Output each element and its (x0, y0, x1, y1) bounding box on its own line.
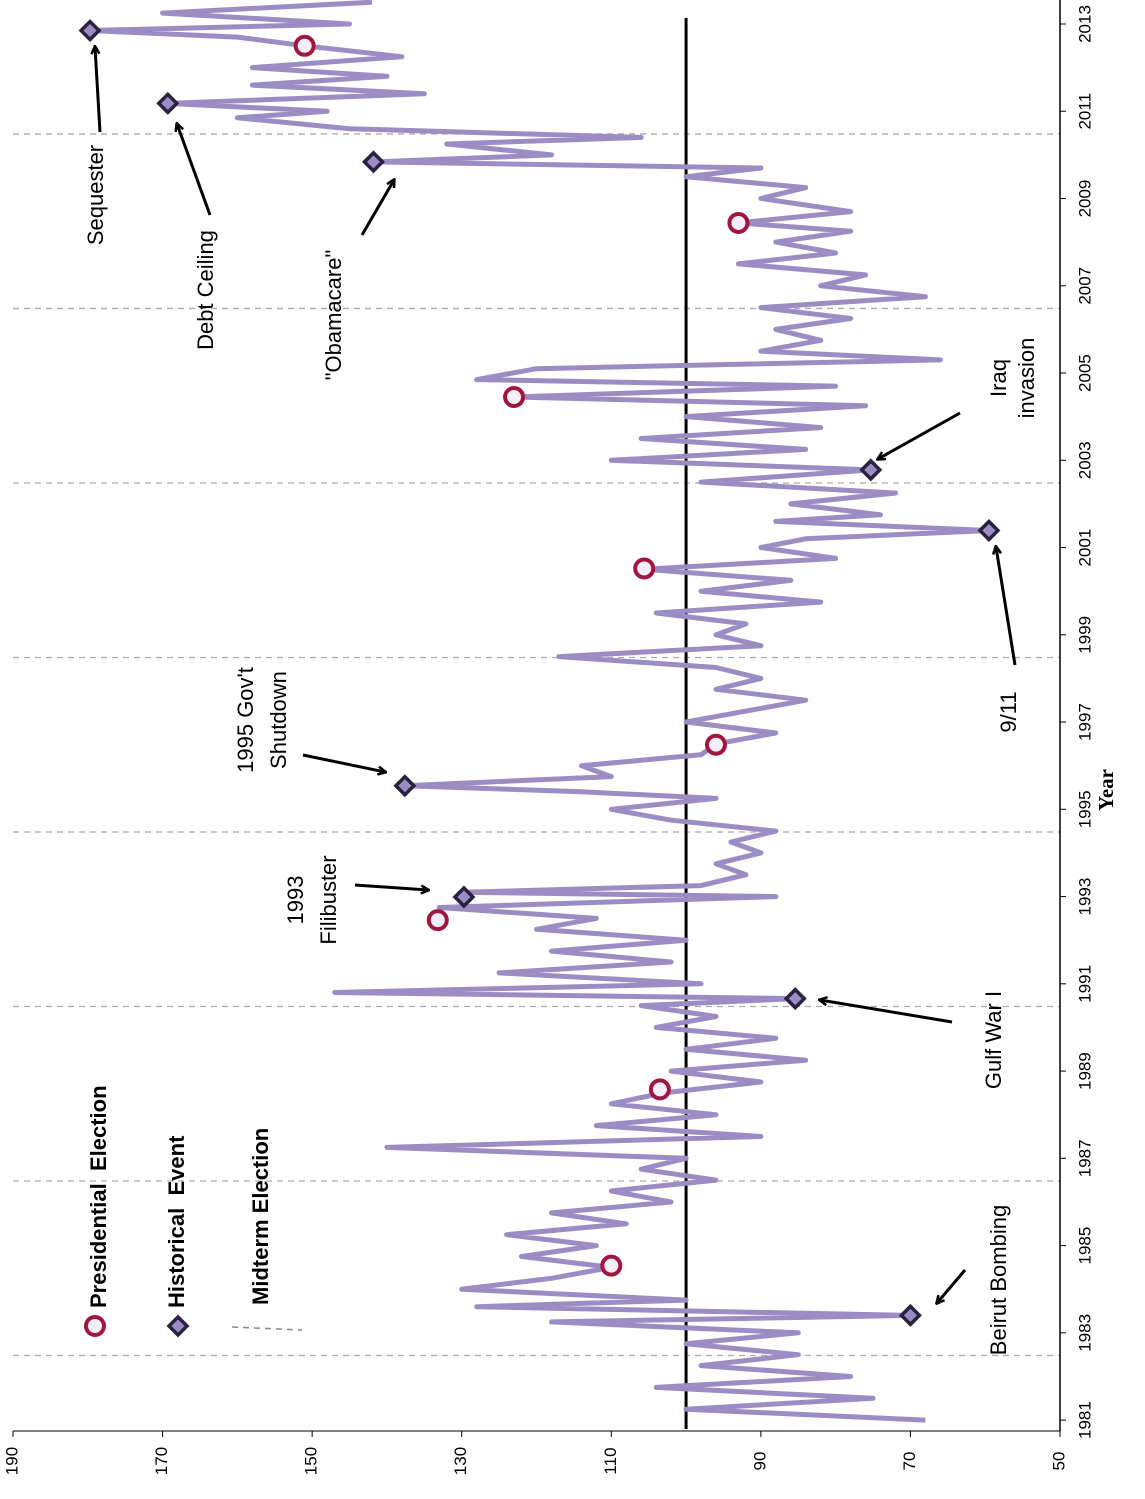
x-tick-label: 1991 (1075, 965, 1094, 1003)
election-marker (293, 34, 316, 57)
legend-marker (84, 1315, 106, 1337)
event-marker (977, 519, 1001, 542)
annotation: "Obamacare" (321, 250, 346, 381)
annotation-arrow (95, 47, 102, 133)
annotation: Sequester (83, 145, 108, 245)
annotation: 9/11 (996, 691, 1021, 732)
annotation-arrow (360, 180, 394, 236)
x-tick-label: 1985 (1075, 1227, 1094, 1265)
legend-marker (231, 1326, 303, 1331)
annotation-arrow (354, 883, 428, 890)
x-tick-label: 2009 (1075, 180, 1094, 218)
annotation-arrow (302, 753, 385, 772)
annotation: 1993 (283, 876, 308, 925)
x-tick-label: 1983 (1075, 1314, 1094, 1352)
x-tick-label: 1997 (1075, 703, 1094, 741)
election-marker (503, 386, 526, 409)
y-tick-label: 190 (2, 1447, 21, 1475)
y-tick-label: 130 (451, 1447, 470, 1475)
series-line (87, 0, 992, 1423)
annotation: Debt Ceiling (193, 230, 218, 350)
event-marker (859, 458, 883, 482)
x-tick-label: 1981 (1075, 1401, 1094, 1439)
election-marker (648, 1078, 671, 1101)
annotation-arrow (996, 547, 1017, 666)
annotation: invasion (1014, 338, 1039, 419)
annotation: Gulf War I (981, 991, 1006, 1089)
x-tick-label: 1987 (1075, 1139, 1094, 1177)
y-tick-label: 110 (601, 1447, 620, 1474)
annotation: Shutdown (266, 671, 291, 769)
y-tick-label: 170 (152, 1447, 171, 1475)
election-marker (426, 909, 449, 932)
y-tick-label: 150 (302, 1447, 321, 1475)
event-marker (898, 1303, 922, 1327)
x-tick-label: 2011 (1075, 93, 1094, 130)
annotation: Filibuster (316, 855, 341, 944)
event-marker (361, 150, 385, 174)
annotation: 1995 Gov't (233, 667, 258, 773)
x-tick-label: 1999 (1075, 616, 1094, 654)
election-marker (600, 1254, 623, 1277)
legend-label: Midterm Election (248, 1128, 273, 1305)
x-tick-label: 1993 (1075, 878, 1094, 916)
x-tick-label: 1995 (1075, 790, 1094, 828)
x-tick-label: 2007 (1075, 267, 1094, 305)
x-tick-label: 2001 (1075, 529, 1094, 567)
event-marker (393, 774, 417, 798)
event-marker (78, 19, 102, 43)
event-marker (452, 885, 476, 909)
y-tick-label: 70 (900, 1452, 919, 1471)
x-tick-label: 2005 (1075, 354, 1094, 392)
x-axis-label: Year (1094, 769, 1118, 811)
event-marker (783, 987, 807, 1011)
annotation: Iraq (986, 359, 1011, 397)
legend-label: Presidential Election (86, 1085, 111, 1308)
annotation-arrow (937, 1269, 967, 1303)
annotation-arrow (878, 411, 961, 459)
y-tick-label: 50 (1049, 1452, 1068, 1471)
legend-label: Historical Event (164, 1135, 189, 1308)
election-marker (704, 733, 727, 756)
x-tick-label: 1989 (1075, 1052, 1094, 1090)
annotation-arrow (820, 1000, 953, 1024)
x-tick-label: 2013 (1075, 5, 1094, 43)
legend-marker (166, 1314, 190, 1338)
x-tick-label: 2003 (1075, 441, 1094, 479)
election-marker (633, 557, 656, 580)
annotation-arrow (177, 124, 212, 216)
y-tick-label: 90 (750, 1452, 769, 1471)
event-marker (156, 91, 180, 115)
annotation: Beirut Bombing (986, 1205, 1011, 1355)
election-marker (727, 211, 750, 234)
